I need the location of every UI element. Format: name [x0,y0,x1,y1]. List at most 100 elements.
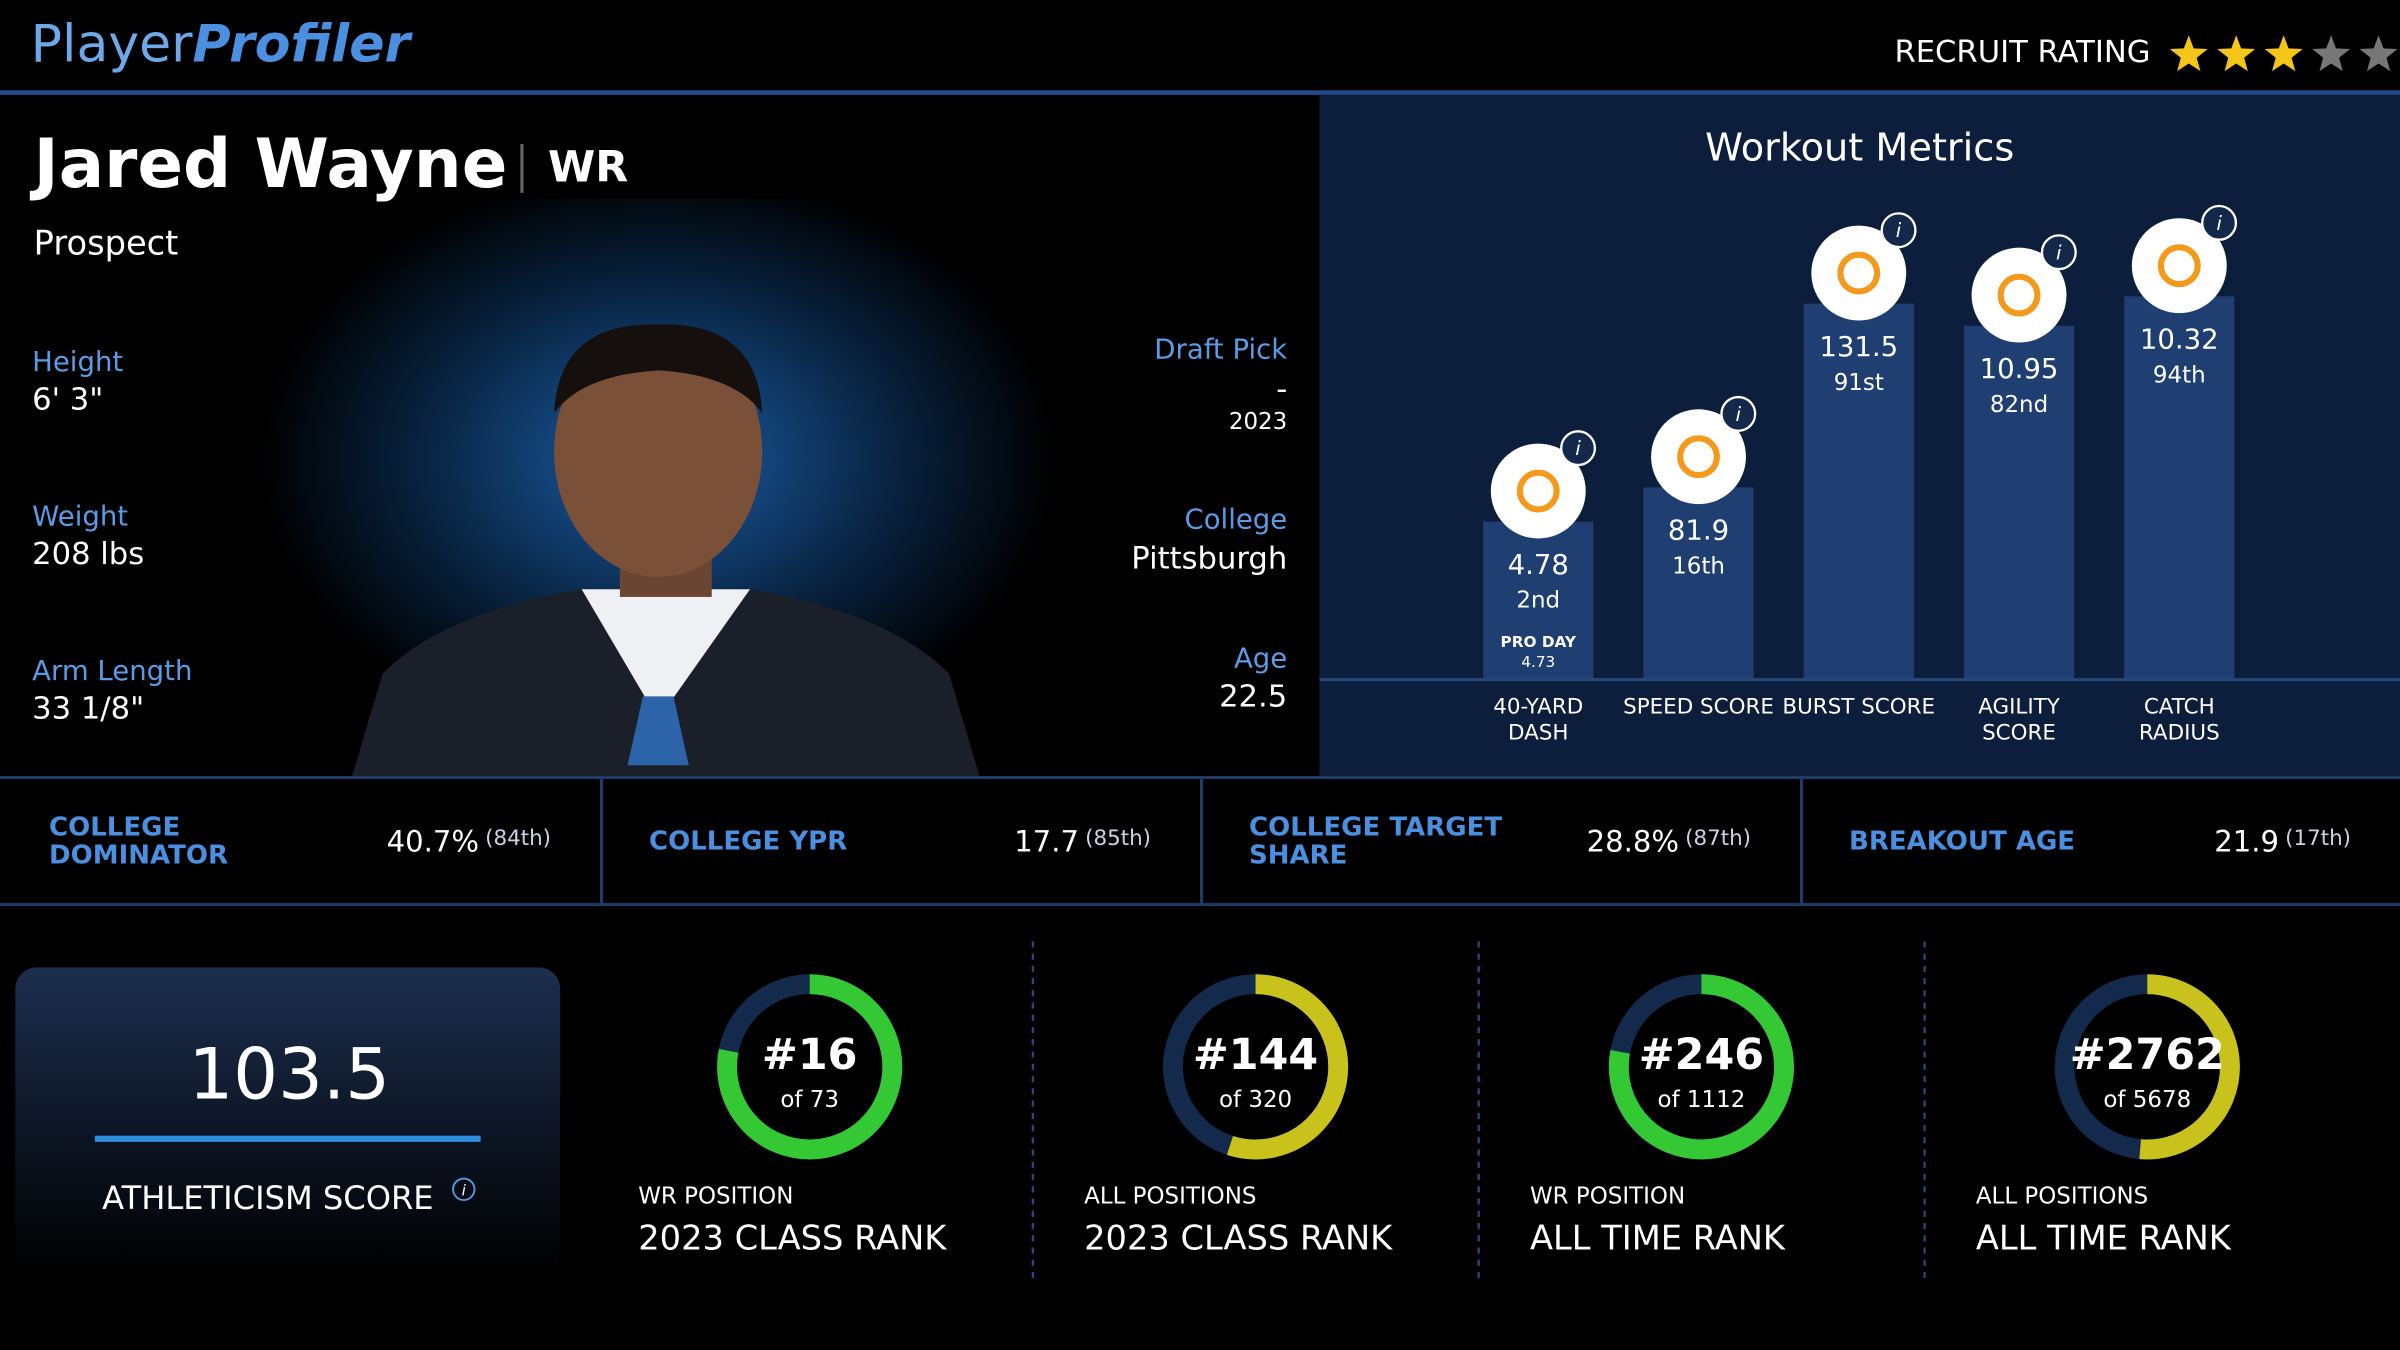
metric-name-box: SPEED SCORE [1623,694,1774,720]
stat-rank: (87th) [1685,826,1751,851]
rank-title: 2023 CLASS RANK [638,1218,947,1257]
info-icon[interactable]: i [452,1177,476,1201]
brand[interactable]: PlayerProfiler [31,14,414,74]
workout-title: Workout Metrics [1705,126,2014,171]
stat-divider [1200,776,1204,907]
metric-icon [1811,225,1907,321]
stat-divider [600,776,604,907]
rank-title: ALL TIME RANK [1530,1218,1786,1257]
metric-bar [2124,296,2235,680]
stat-value: 28.8% [1587,824,1679,858]
player-status: Prospect [34,223,179,262]
athleticism-score: 103.5 [189,1034,391,1116]
stat-value: 21.9 [2214,824,2279,858]
info-icon-circle[interactable] [2201,204,2238,241]
athleticism-label: ATHLETICISM SCORE [102,1179,434,1217]
brand-second[interactable]: Profiler [193,14,414,74]
rank-rings: #16 of 73 WR POSITION 2023 CLASS RANK #144 of… [638,941,2240,1283]
metric-value: 10.32 [2140,324,2219,356]
rank-scope: WR POSITION [1530,1183,1685,1209]
metric-name-box: AGILITY SCORE [1978,695,2060,746]
metric-percentile: 82nd [1990,392,2048,418]
stat-value: 17.7 [1014,824,1079,858]
rating-star [2169,35,2208,72]
rank-total: of 1112 [1658,1087,1746,1113]
stat-label-box: COLLEGE DOMINATOR [49,814,228,869]
info-icon-i[interactable]: i [2056,241,2062,264]
rank-scope: ALL POSITIONS [1976,1183,2148,1209]
metric-bar [1643,487,1754,680]
college-stats: COLLEGE DOMINATOR 40.7% (84th) COLLEGE YPR 1… [49,776,2351,907]
metric-bar [1803,303,1914,680]
rank-number: #144 [1193,1030,1318,1080]
info-icon-i[interactable]: i [2216,212,2222,235]
age-value: 22.5 [1219,679,1287,714]
metric-icon-glyph [1516,469,1560,513]
college-label: College [1184,503,1287,535]
rating-star [2217,35,2256,72]
stars [2169,35,2398,72]
stat-label-box: BREAKOUT AGE [1848,826,2076,858]
brand-first[interactable]: Player [31,14,194,74]
metric-icon [1971,247,2067,343]
info-icon[interactable]: i [1880,212,1917,249]
rank-scope: WR POSITION [638,1183,793,1209]
info-icon[interactable]: i [1720,395,1757,432]
metric-icon-glyph [2157,244,2201,288]
metric-icon-glyph [1677,435,1720,479]
rating-star [2359,35,2398,72]
metric-icon [1651,409,1746,505]
stat-label: COLLEGE TARGET SHARE [1248,812,1503,871]
info-icon-i[interactable]: i [1736,403,1742,426]
rank-ring-arc [717,974,903,1160]
metric-percentile: 91st [1834,370,1884,396]
athleticism-bar [94,1135,481,1142]
stat-divider [1800,776,1804,907]
metric-bar [1483,521,1594,680]
rank-total: of 73 [780,1087,839,1113]
info-icon-circle[interactable] [2040,234,2077,271]
metric-icon-glyph [1997,273,2041,317]
rank-title: ALL TIME RANK [1976,1218,2232,1257]
stat-value: 33 1/8" [32,692,144,727]
info-icon-i[interactable]: i [1896,219,1902,242]
stat-rank: (17th) [2285,826,2351,851]
metric-percentile: 2nd [1516,588,1560,614]
stat-label: Arm Length [32,655,192,687]
metric-name-box: CATCH RADIUS [2139,695,2220,746]
info-icon-circle[interactable] [1560,430,1597,467]
metric-value: 4.78 [1508,549,1569,581]
stat-label-box: COLLEGE TARGET SHARE [1248,812,1503,871]
metric-bar [1963,325,2075,680]
draft-label: Draft Pick [1154,334,1287,366]
metric-value: 131.5 [1819,331,1898,363]
draft-year: 2023 [1229,409,1287,435]
stat-label: Weight [32,500,128,532]
metric-icon [2131,218,2227,314]
info-icon[interactable]: i [1560,430,1597,467]
rating-star [2312,35,2351,72]
metric-name: BURST SCORE [1782,694,1936,720]
stat-rank: (84th) [485,826,551,851]
info-icon[interactable]: i [2201,204,2238,241]
stat-value-group: 21.9 (17th) [2214,824,2351,858]
info-icon-i[interactable]: i [1575,437,1581,460]
info-icon[interactable]: i [2040,234,2077,271]
info-icon-circle[interactable] [1720,395,1757,432]
metric-icon-glyph [1837,251,1881,295]
stat-label: BREAKOUT AGE [1848,826,2076,858]
workout-bars: i 4.78 2nd PRO DAY 4.73 40-YARD DASH i 81.9 16th… [1483,204,2238,746]
rank-total: of 320 [1219,1087,1292,1113]
metric-name: SPEED SCORE [1623,694,1774,720]
stat-value-group: 40.7% (84th) [387,824,551,858]
college-value: Pittsburgh [1131,542,1287,577]
rank-number: #2762 [2070,1030,2225,1080]
metric-note-label: PRO DAY [1501,633,1577,651]
metric-name-box: 40-YARD DASH [1493,695,1583,746]
info-icon-circle[interactable] [1880,212,1917,249]
metric-percentile: 16th [1672,553,1725,579]
rank-number: #246 [1639,1030,1764,1080]
rank-ring-arc [2054,974,2240,1160]
